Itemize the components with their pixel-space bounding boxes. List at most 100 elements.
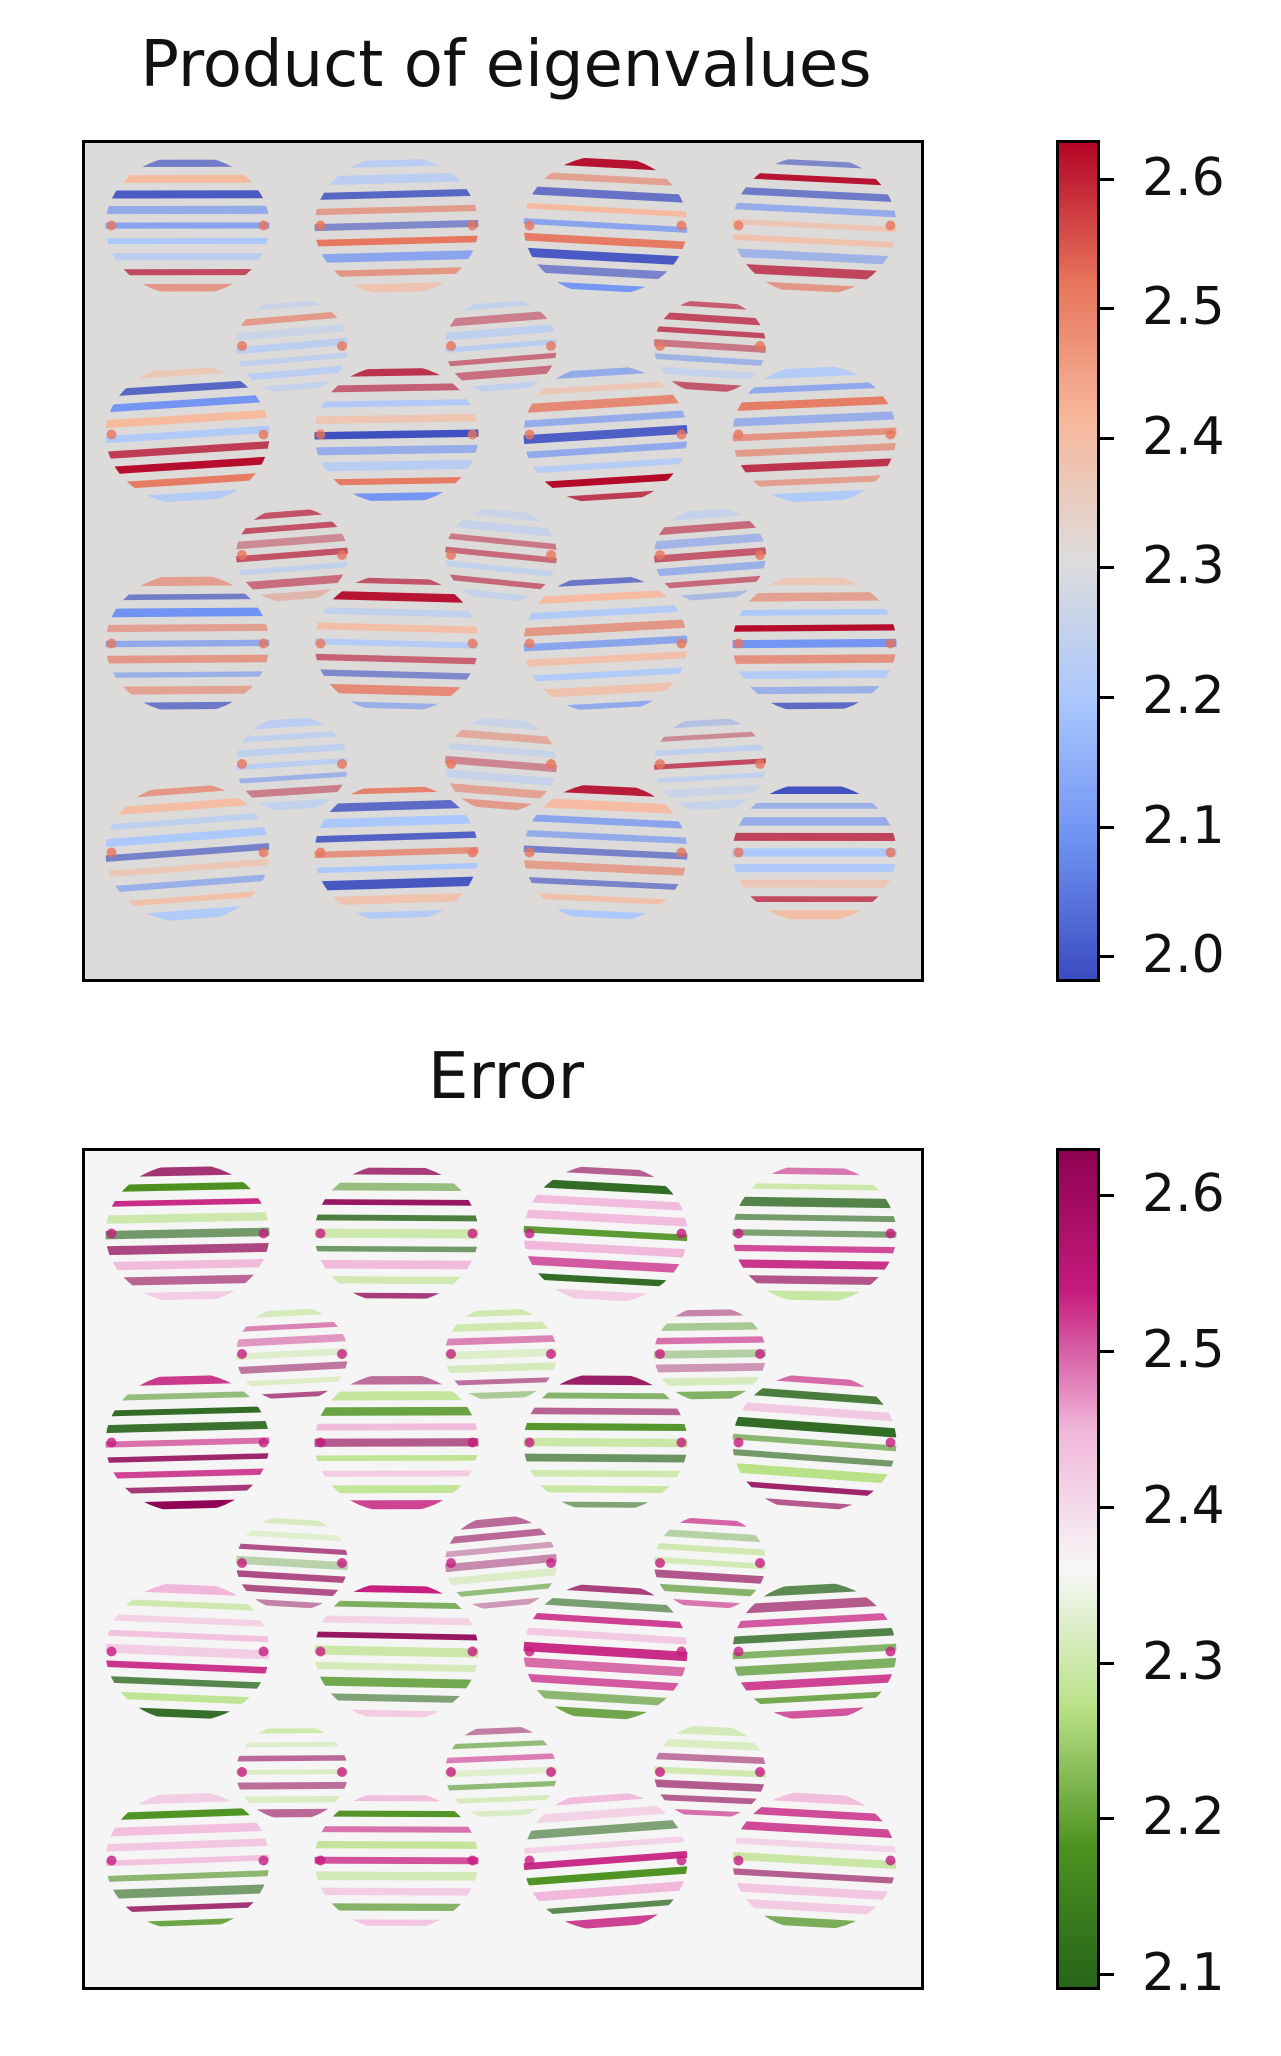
colorbar	[1056, 1148, 1100, 1990]
heatmap-rim-spot	[467, 638, 478, 649]
heatmap-stripe	[732, 1400, 897, 1423]
heatmap-stripe	[654, 1793, 766, 1806]
heatmap-stripe	[445, 1739, 557, 1750]
panel-product: Product of eigenvalues 2.0 2.1 2.2 2.3 2.4 2.…	[0, 0, 1281, 1000]
heatmap-stripe	[523, 1239, 688, 1259]
heatmap-stripe	[732, 457, 897, 474]
heatmap-rim-spot	[733, 1228, 744, 1239]
heatmap-stripe	[654, 1321, 766, 1332]
heatmap-stripe	[732, 638, 897, 649]
heatmap-rim-spot	[546, 550, 556, 560]
heatmap-rim-spot	[524, 429, 535, 440]
heatmap-rim-spot	[524, 1855, 535, 1866]
heatmap-stripe	[654, 560, 766, 578]
heatmap-plot	[85, 1151, 921, 1987]
heatmap-rim-spot	[733, 220, 744, 231]
heatmap-rim-spot	[733, 429, 744, 440]
heatmap-rim-spot	[733, 638, 744, 649]
heatmap-stripe	[105, 1242, 270, 1256]
colorbar-tick	[1100, 1349, 1114, 1353]
heatmap-stripe	[314, 1259, 479, 1270]
heatmap-rim-spot	[315, 429, 326, 440]
heatmap-stripe	[732, 1462, 897, 1485]
heatmap-frame	[82, 1148, 924, 1990]
heatmap-stripe	[523, 1641, 688, 1662]
heatmap-stripe	[314, 1228, 479, 1239]
colorbar-tick	[1100, 1661, 1114, 1665]
heatmap-rim-spot	[546, 1767, 556, 1777]
heatmap-stripe	[314, 1887, 479, 1896]
heatmap-stripe	[523, 604, 688, 621]
heatmap-stripe	[732, 608, 897, 616]
heatmap-stripe	[314, 814, 479, 829]
heatmap-stripe	[523, 424, 688, 445]
heatmap-rim-spot	[676, 220, 687, 231]
heatmap-stripe	[445, 1334, 557, 1346]
heatmap-stripe	[314, 1676, 479, 1689]
heatmap-stripe	[732, 1213, 897, 1223]
heatmap-stripe	[654, 325, 766, 340]
heatmap-stripe	[523, 456, 688, 475]
colorbar-tick	[1100, 1505, 1114, 1509]
heatmap-stripe	[523, 1193, 688, 1212]
heatmap-stripe	[105, 811, 270, 832]
heatmap-stripe	[523, 844, 688, 861]
heatmap-stripe	[314, 846, 479, 859]
heatmap-rim-spot	[446, 550, 456, 560]
heatmap-stripe	[445, 559, 557, 579]
heatmap-stripe	[523, 1626, 688, 1646]
heatmap-rim-spot	[467, 1228, 478, 1239]
heatmap-rim-spot	[315, 1437, 326, 1448]
heatmap-rim-spot	[106, 1228, 117, 1239]
heatmap-stripe	[523, 217, 688, 234]
heatmap-stripe	[314, 830, 479, 843]
heatmap-stripe	[105, 409, 270, 429]
heatmap-rim-spot	[755, 550, 765, 560]
heatmap-stripe	[445, 1361, 557, 1374]
heatmap-stripe	[732, 1867, 897, 1885]
heatmap-stripe	[105, 1643, 270, 1660]
heatmap-stripe	[105, 1197, 270, 1208]
heatmap-stripe	[445, 741, 557, 759]
heatmap-stripe	[105, 424, 270, 445]
heatmap-stripe	[523, 618, 688, 638]
heatmap-rim-spot	[655, 1349, 665, 1359]
heatmap-stripe	[732, 1882, 897, 1902]
heatmap-stripe	[314, 1631, 479, 1641]
heatmap-stripe	[523, 1835, 688, 1855]
heatmap-stripe	[314, 249, 479, 264]
heatmap-rim-spot	[258, 220, 269, 231]
heatmap-plot	[85, 143, 921, 979]
heatmap-stripe	[445, 1347, 557, 1361]
heatmap-stripe	[236, 1347, 348, 1361]
heatmap-stripe	[105, 455, 270, 476]
heatmap-stripe	[105, 1821, 270, 1837]
colorbar-tick-label: 2.4	[1142, 406, 1225, 467]
heatmap-stripe	[732, 442, 897, 458]
heatmap-rim-spot	[258, 429, 269, 440]
colorbar-tick-label: 2.3	[1142, 536, 1225, 597]
heatmap-stripe	[654, 1737, 766, 1752]
heatmap-background	[85, 1151, 921, 1987]
heatmap-stripe	[654, 546, 766, 564]
heatmap-stripe	[445, 1566, 557, 1587]
heatmap-stripe	[445, 1552, 557, 1574]
colorbar-tick-label: 2.1	[1142, 1943, 1225, 2004]
heatmap-stripe	[236, 546, 348, 564]
colorbar-tick-label: 2.2	[1142, 666, 1225, 726]
heatmap-stripe	[314, 1840, 479, 1849]
heatmap-rim-spot	[446, 759, 456, 769]
colorbar-tick-label: 2.3	[1142, 1631, 1225, 1692]
heatmap-stripe	[314, 1661, 479, 1673]
heatmap-rim-spot	[885, 638, 896, 649]
heatmap-stripe	[523, 1818, 688, 1841]
colorbar-tick-label: 2.1	[1142, 795, 1225, 856]
heatmap-stripe	[105, 825, 270, 848]
heatmap-stripe	[523, 1437, 688, 1448]
heatmap-rim-spot	[106, 429, 117, 440]
heatmap-stripe	[105, 393, 270, 414]
heatmap-rim-spot	[446, 341, 456, 351]
heatmap-stripe	[732, 1432, 897, 1453]
heatmap-rim-spot	[106, 847, 117, 858]
heatmap-rim-spot	[315, 638, 326, 649]
